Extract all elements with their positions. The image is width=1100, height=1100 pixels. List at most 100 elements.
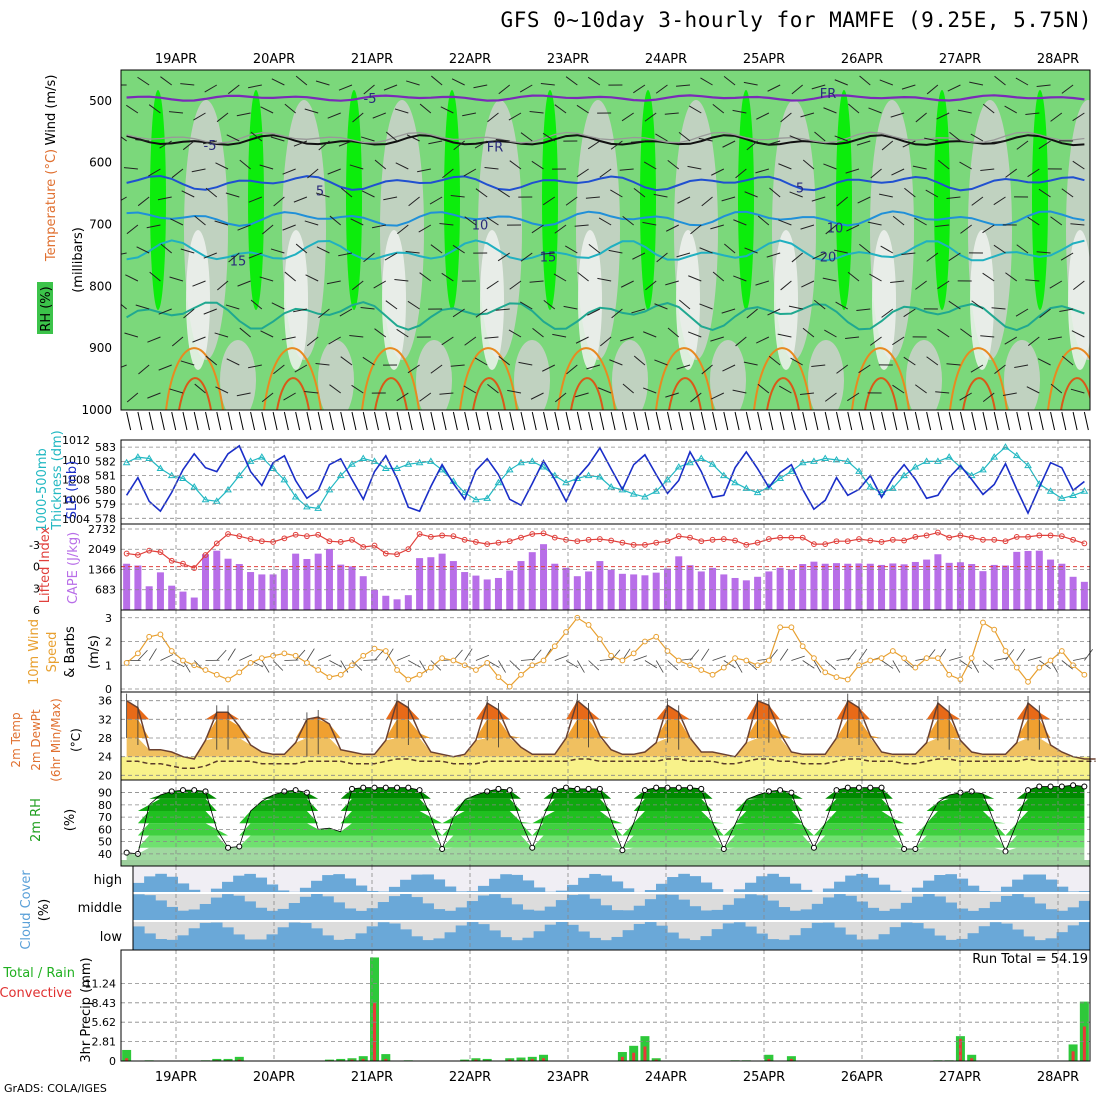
rh-point bbox=[878, 784, 885, 791]
wind-barb bbox=[587, 76, 601, 86]
wind-barb bbox=[766, 140, 781, 146]
cloud-bar bbox=[477, 924, 490, 950]
isotherm-label: 20 bbox=[820, 251, 837, 266]
surface-wind-barb-10m bbox=[802, 660, 815, 669]
wind-barb bbox=[532, 327, 544, 338]
wind-barb bbox=[225, 192, 240, 198]
wind-speed-point bbox=[157, 631, 164, 638]
wind-barb bbox=[890, 112, 905, 118]
lifted-index-point bbox=[732, 537, 738, 544]
lifted-index-point bbox=[247, 536, 254, 542]
wind-barb bbox=[948, 252, 961, 262]
lifted-index-tick-label: 3 bbox=[33, 582, 40, 595]
surface-wind-barb bbox=[700, 411, 706, 431]
wind-barb bbox=[159, 140, 172, 149]
thickness-point bbox=[483, 494, 492, 501]
surface-wind-barb bbox=[982, 411, 988, 431]
wind-barb bbox=[688, 331, 702, 338]
surface-wind-barb bbox=[790, 411, 796, 431]
precip-total-bar bbox=[223, 1058, 233, 1061]
cape-bar bbox=[258, 574, 266, 610]
thickness-point bbox=[145, 454, 154, 462]
surface-wind-barb-10m bbox=[700, 648, 710, 661]
surface-wind-barb bbox=[554, 411, 560, 431]
rh-tick-label: 50 bbox=[98, 836, 112, 849]
wind-barb bbox=[248, 84, 262, 89]
wind-speed-point bbox=[382, 648, 389, 654]
wind-barb bbox=[529, 280, 544, 283]
temp-band-yellow bbox=[121, 756, 1090, 780]
wind-barb bbox=[474, 357, 488, 366]
thickness-point bbox=[539, 463, 548, 470]
cloud-bar bbox=[433, 938, 446, 950]
wind-barb bbox=[194, 215, 206, 226]
cloud-bar bbox=[800, 909, 813, 920]
wind-barb bbox=[262, 224, 274, 235]
wind-barb bbox=[372, 112, 386, 119]
cloud-bar bbox=[1056, 886, 1069, 892]
wind-barb bbox=[1015, 308, 1029, 317]
wind-barb bbox=[767, 308, 781, 316]
rh-point bbox=[912, 845, 919, 852]
thickness-point bbox=[877, 488, 886, 496]
date-label-top: 22APR bbox=[449, 52, 491, 67]
thickness-point bbox=[505, 465, 514, 473]
cloud-bar bbox=[745, 894, 757, 920]
temperature-axis-label: (6hr Min/Max) bbox=[49, 698, 63, 782]
wind-speed-point bbox=[1058, 648, 1065, 654]
cape-bar bbox=[1013, 551, 1021, 610]
precip-convective-bar bbox=[361, 1058, 365, 1061]
cape-bar bbox=[562, 567, 570, 610]
warm-isotherm-loop bbox=[655, 347, 714, 410]
wind-speed-point bbox=[326, 674, 333, 681]
cloud-bar bbox=[656, 894, 668, 920]
wind-speed-point bbox=[1002, 648, 1009, 654]
wind-barb bbox=[664, 112, 679, 115]
precip-convective-bar bbox=[530, 1058, 534, 1061]
cloud-bar bbox=[589, 937, 601, 950]
cloud-bar bbox=[1023, 874, 1035, 892]
rh-moist-column bbox=[738, 90, 754, 310]
wind-barb bbox=[565, 196, 578, 206]
wind-barb bbox=[306, 336, 319, 347]
rh-tick-label: 60 bbox=[98, 823, 112, 836]
temp-color-band bbox=[126, 719, 1096, 738]
cloud-bar bbox=[500, 937, 512, 950]
wind-speed-point bbox=[563, 629, 569, 635]
precip-convective-bar bbox=[767, 1058, 771, 1061]
wind-barb bbox=[724, 243, 736, 254]
slp-tick-label: 1010 bbox=[62, 454, 90, 467]
wind-barb bbox=[620, 280, 634, 288]
wind-barb bbox=[1004, 336, 1018, 345]
wind-barb bbox=[845, 168, 860, 174]
slp-tick-label: 1008 bbox=[62, 474, 90, 487]
surface-wind-barb bbox=[543, 411, 549, 431]
wind-barb bbox=[834, 135, 848, 142]
date-label-bottom: 28APR bbox=[1037, 1070, 1079, 1085]
cloud-bar bbox=[366, 926, 379, 950]
wind-barb bbox=[1038, 140, 1051, 150]
wind-barb bbox=[946, 196, 961, 200]
surface-wind-barb-10m bbox=[994, 657, 1009, 661]
cape-bar bbox=[709, 567, 717, 610]
wind-speed-point bbox=[473, 667, 479, 673]
date-label-bottom: 21APR bbox=[351, 1070, 393, 1085]
wind-barb bbox=[576, 168, 589, 178]
wind-tick-label: 2 bbox=[105, 636, 112, 649]
cloud-bar bbox=[656, 925, 668, 950]
wind-barb bbox=[690, 392, 702, 403]
cloud-bar bbox=[700, 910, 713, 920]
rh-point bbox=[720, 845, 727, 852]
wind-barb bbox=[261, 392, 274, 403]
wind-speed-point bbox=[630, 650, 637, 657]
lifted-index-point bbox=[168, 557, 175, 564]
thickness-tick-label: 581 bbox=[95, 470, 116, 483]
wind-speed-point bbox=[799, 643, 806, 650]
rh-point bbox=[495, 785, 502, 792]
temperature-axis-label: Temperature (°C) bbox=[44, 149, 59, 262]
cape-bar bbox=[134, 565, 142, 610]
lifted-index-point bbox=[529, 531, 536, 537]
cape-bar bbox=[652, 572, 660, 610]
wind-barb bbox=[552, 333, 567, 338]
thickness-point bbox=[212, 497, 221, 504]
